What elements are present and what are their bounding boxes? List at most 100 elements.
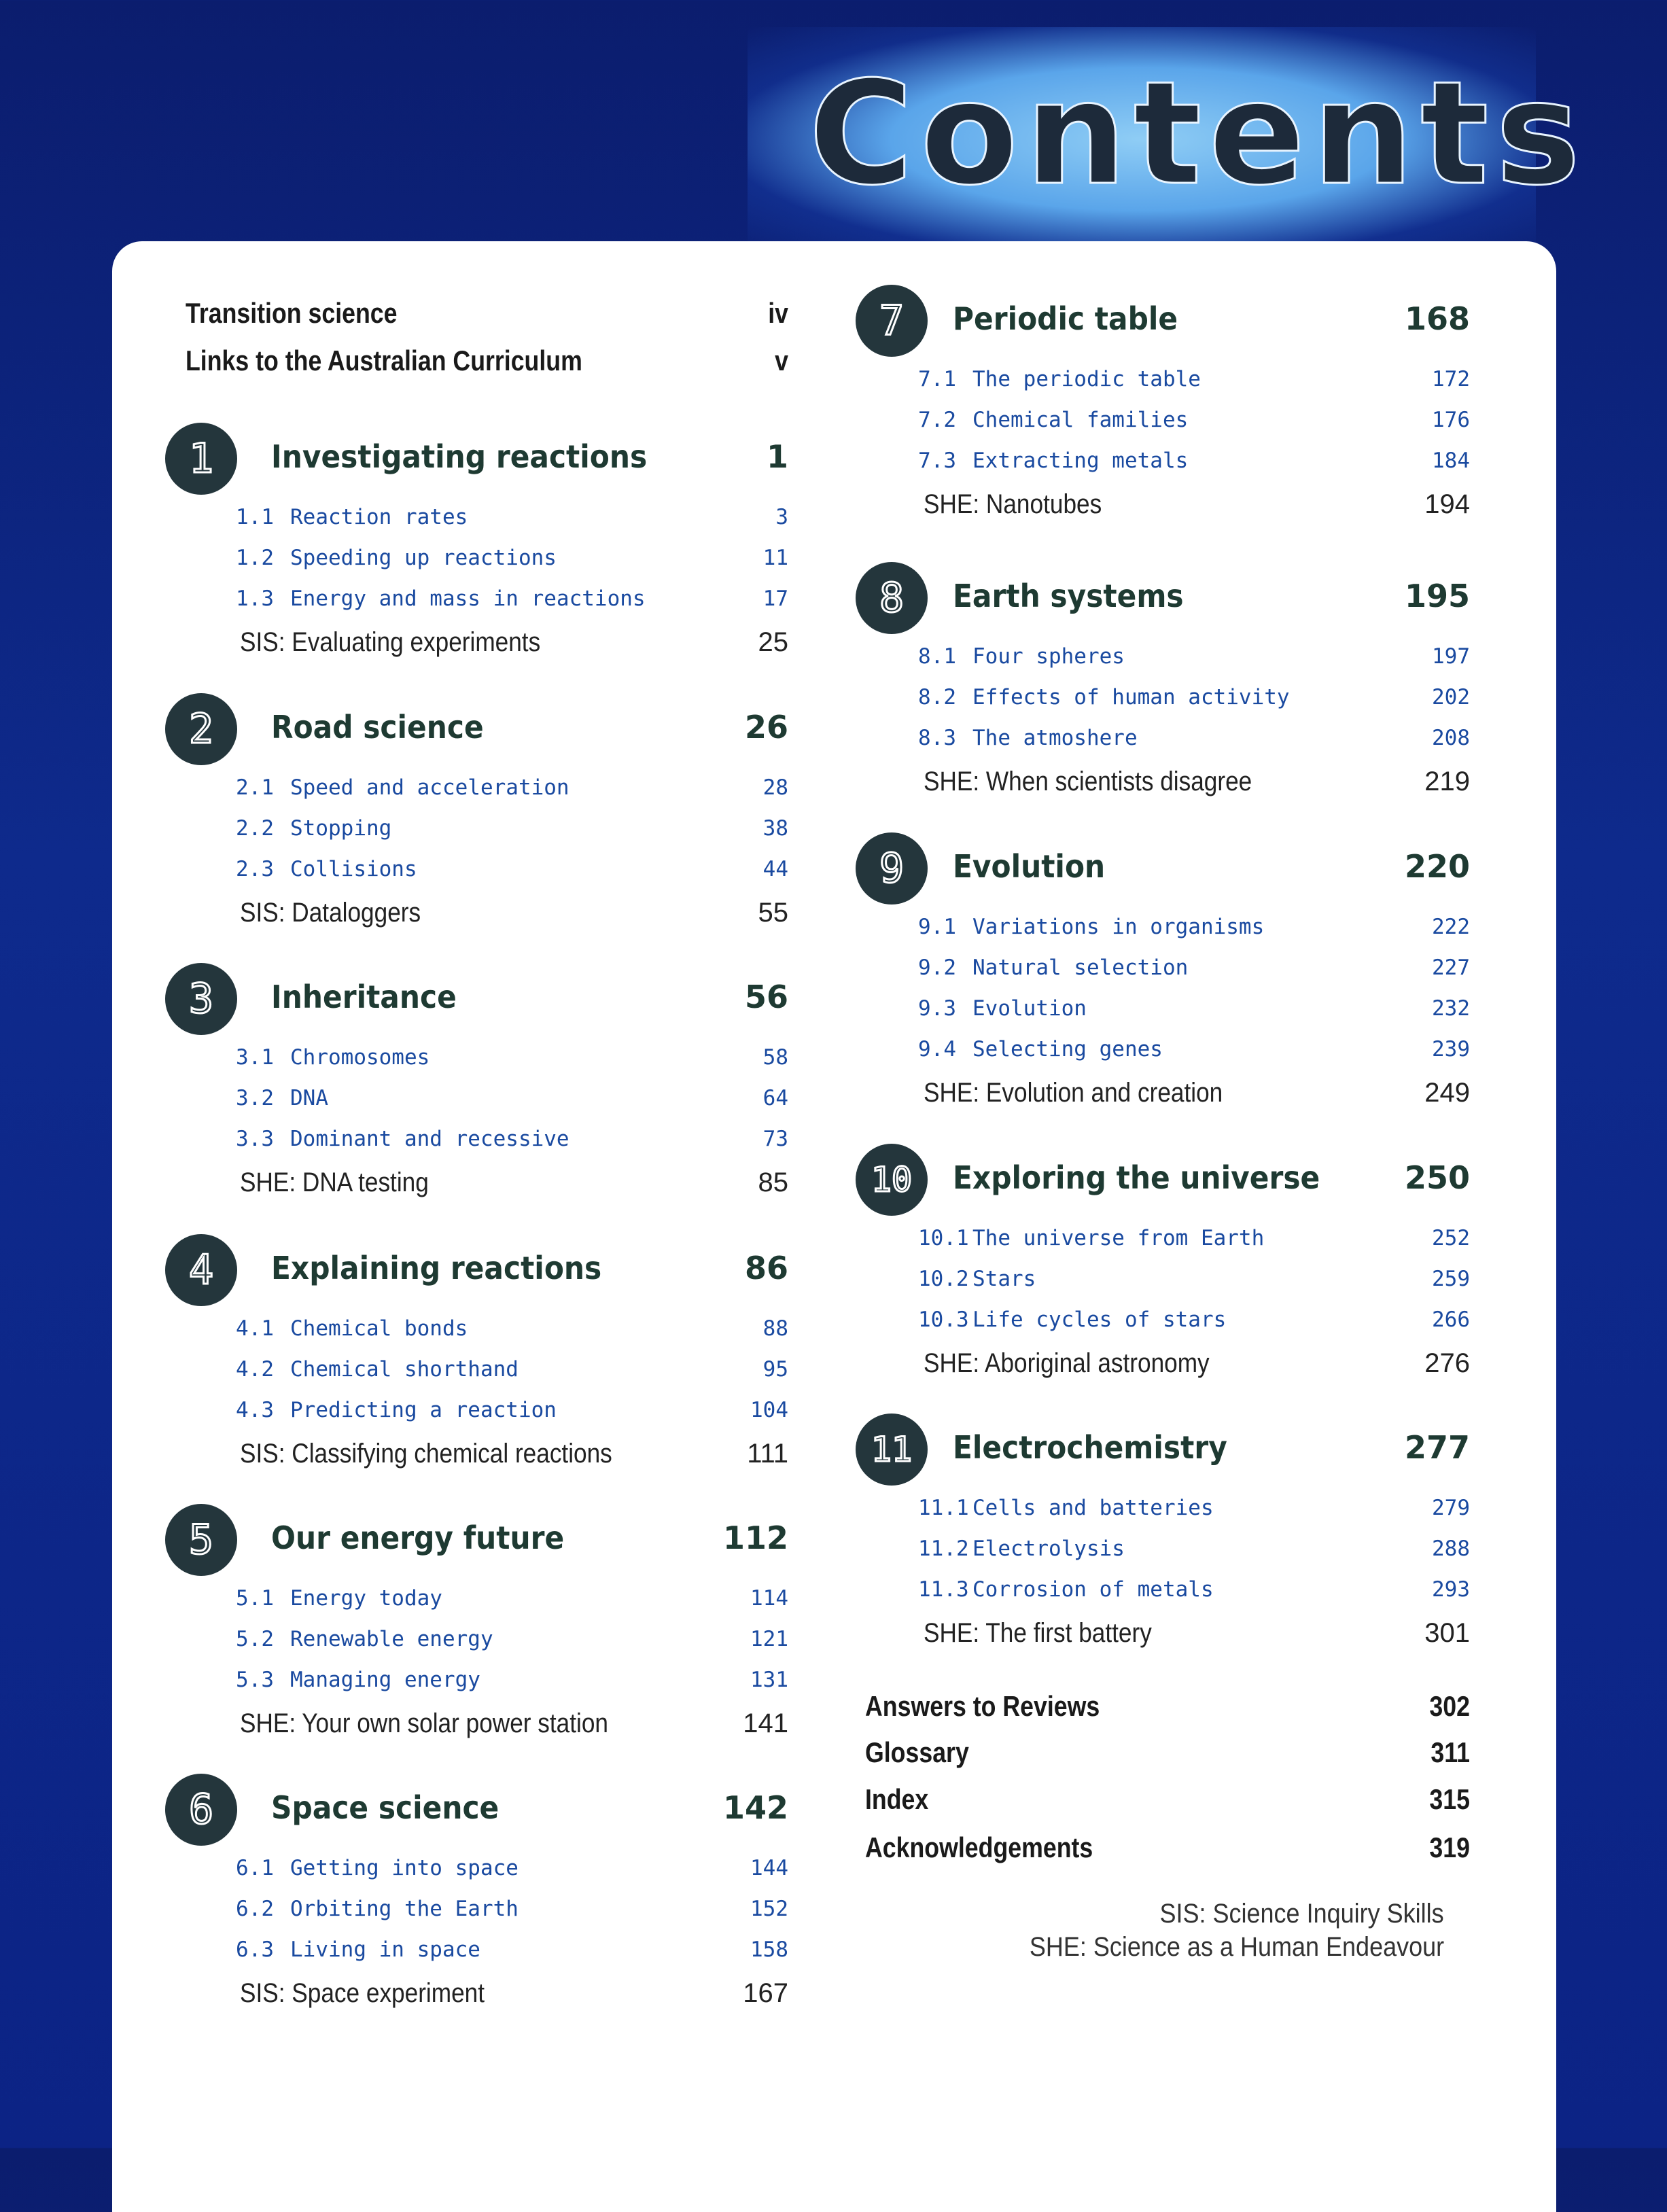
section-number: 10.1 <box>918 1226 969 1250</box>
section-page: 58 <box>762 1045 788 1070</box>
section-title[interactable]: Chemical families <box>972 408 1189 432</box>
section-title[interactable]: Evolution <box>972 996 1087 1021</box>
section-title[interactable]: The universe from Earth <box>972 1226 1265 1250</box>
special-section-label[interactable]: SIS: Dataloggers <box>240 898 421 928</box>
section-page: 152 <box>750 1897 788 1921</box>
section-title[interactable]: Dominant and recessive <box>290 1127 569 1151</box>
chapter-number-badge: 4 <box>165 1234 237 1306</box>
section-title[interactable]: Living in space <box>290 1937 480 1962</box>
special-section-label[interactable]: SHE: Your own solar power station <box>240 1708 608 1738</box>
section-title[interactable]: Chromosomes <box>290 1045 430 1070</box>
section-number: 8.3 <box>918 726 956 750</box>
chapter-title[interactable]: Road science <box>271 709 484 745</box>
section-title[interactable]: Life cycles of stars <box>972 1307 1227 1332</box>
section-title[interactable]: Four spheres <box>972 644 1125 669</box>
section-title[interactable]: Effects of human activity <box>972 685 1290 709</box>
chapter-page: 26 <box>744 709 788 745</box>
chapter-title[interactable]: Explaining reactions <box>271 1250 602 1286</box>
legend-line: SHE: Science as a Human Endeavour <box>1029 1932 1444 1962</box>
section-page: 176 <box>1432 408 1470 432</box>
section-title[interactable]: Managing energy <box>290 1668 480 1692</box>
section-title[interactable]: Getting into space <box>290 1856 519 1880</box>
chapter-title[interactable]: Inheritance <box>271 979 457 1015</box>
chapter-title[interactable]: Electrochemistry <box>953 1429 1227 1466</box>
chapter-title[interactable]: Earth systems <box>953 578 1184 614</box>
section-title[interactable]: The atmoshere <box>972 726 1138 750</box>
section-title[interactable]: Stars <box>972 1267 1036 1291</box>
section-number: 9.1 <box>918 915 956 939</box>
chapter-number-badge: 3 <box>165 963 237 1035</box>
front-matter-page: iv <box>768 297 788 329</box>
special-section-label[interactable]: SHE: The first battery <box>924 1618 1152 1648</box>
special-section-label[interactable]: SHE: DNA testing <box>240 1168 429 1197</box>
section-title[interactable]: Chemical bonds <box>290 1316 468 1341</box>
section-number: 4.2 <box>236 1357 274 1382</box>
chapter-number: 5 <box>188 1515 214 1565</box>
section-number: 9.2 <box>918 955 956 980</box>
front-matter-page: v <box>775 345 788 376</box>
section-title[interactable]: Stopping <box>290 816 392 841</box>
section-page: 279 <box>1432 1496 1470 1520</box>
back-matter-label[interactable]: Glossary <box>865 1736 969 1768</box>
section-title[interactable]: Extracting metals <box>972 449 1189 473</box>
section-title[interactable]: Reaction rates <box>290 505 468 529</box>
chapter-number-badge: 8 <box>856 562 928 634</box>
front-matter-label[interactable]: Links to the Australian Curriculum <box>186 345 582 376</box>
back-matter-label[interactable]: Answers to Reviews <box>865 1690 1100 1722</box>
back-matter-label[interactable]: Acknowledgements <box>865 1831 1093 1863</box>
special-section-label[interactable]: SHE: Evolution and creation <box>924 1078 1223 1108</box>
section-number: 3.1 <box>236 1045 274 1070</box>
front-matter-label[interactable]: Transition science <box>186 297 398 329</box>
section-number: 11.2 <box>918 1537 969 1561</box>
section-title[interactable]: DNA <box>290 1086 328 1110</box>
special-section-label[interactable]: SIS: Space experiment <box>240 1978 485 2008</box>
section-title[interactable]: Natural selection <box>972 955 1189 980</box>
section-title[interactable]: Corrosion of metals <box>972 1577 1214 1602</box>
chapter-page: 195 <box>1404 578 1470 614</box>
chapter-title[interactable]: Investigating reactions <box>271 438 648 475</box>
special-section-label[interactable]: SIS: Classifying chemical reactions <box>240 1439 612 1469</box>
chapter-page: 220 <box>1404 848 1470 885</box>
section-title[interactable]: Cells and batteries <box>972 1496 1214 1520</box>
section-title[interactable]: Selecting genes <box>972 1037 1163 1061</box>
chapter-page: 277 <box>1404 1429 1470 1466</box>
section-title[interactable]: Energy and mass in reactions <box>290 586 646 611</box>
back-matter-page: 319 <box>1429 1831 1470 1863</box>
section-title[interactable]: Electrolysis <box>972 1537 1125 1561</box>
special-section-page: 249 <box>1424 1078 1470 1108</box>
back-matter-label[interactable]: Index <box>865 1783 929 1815</box>
section-title[interactable]: The periodic table <box>972 367 1201 391</box>
section-title[interactable]: Collisions <box>290 857 417 881</box>
special-section-label[interactable]: SHE: Nanotubes <box>924 489 1102 519</box>
chapter-title[interactable]: Evolution <box>953 848 1106 885</box>
section-title[interactable]: Renewable energy <box>290 1627 493 1651</box>
section-title[interactable]: Speed and acceleration <box>290 775 569 800</box>
section-title[interactable]: Orbiting the Earth <box>290 1897 519 1921</box>
section-page: 222 <box>1432 915 1470 939</box>
section-title[interactable]: Energy today <box>290 1586 442 1611</box>
section-page: 114 <box>750 1586 788 1611</box>
chapter-title[interactable]: Space science <box>271 1789 499 1826</box>
chapter-number-badge: 2 <box>165 693 237 765</box>
section-page: 266 <box>1432 1307 1470 1332</box>
chapter-title[interactable]: Periodic table <box>953 300 1178 337</box>
special-section-label[interactable]: SIS: Evaluating experiments <box>240 627 541 657</box>
section-title[interactable]: Variations in organisms <box>972 915 1265 939</box>
section-number: 2.3 <box>236 857 274 881</box>
section-number: 4.1 <box>236 1316 274 1341</box>
section-page: 202 <box>1432 685 1470 709</box>
back-matter-page: 311 <box>1431 1736 1470 1768</box>
special-section-label[interactable]: SHE: Aboriginal astronomy <box>924 1348 1210 1378</box>
section-title[interactable]: Chemical shorthand <box>290 1357 519 1382</box>
chapter-title[interactable]: Our energy future <box>271 1520 565 1556</box>
section-number: 5.1 <box>236 1586 274 1611</box>
chapter-title[interactable]: Exploring the universe <box>953 1159 1320 1196</box>
section-number: 8.1 <box>918 644 956 669</box>
section-number: 4.3 <box>236 1398 274 1422</box>
section-title[interactable]: Speeding up reactions <box>290 546 557 570</box>
section-number: 5.3 <box>236 1668 274 1692</box>
section-number: 11.1 <box>918 1496 969 1520</box>
section-title[interactable]: Predicting a reaction <box>290 1398 557 1422</box>
section-page: 73 <box>762 1127 788 1151</box>
special-section-label[interactable]: SHE: When scientists disagree <box>924 767 1252 796</box>
